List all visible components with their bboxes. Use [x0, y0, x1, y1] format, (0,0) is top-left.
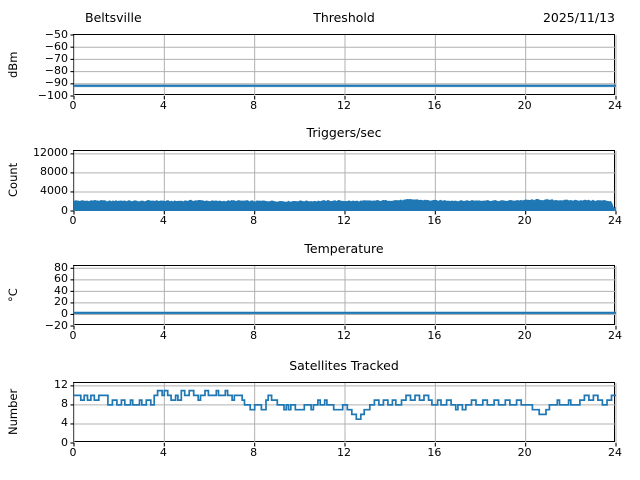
x-tick-label: 8	[250, 329, 258, 342]
y-tick-label: −60	[44, 39, 68, 53]
threshold-plot-area	[70, 34, 617, 100]
subplot-threshold-title: Threshold	[313, 10, 375, 25]
x-tick-label: 0	[69, 99, 77, 112]
x-tick-label: 20	[517, 329, 532, 342]
x-tick-label: 16	[427, 214, 442, 227]
x-tick-label: 4	[159, 214, 167, 227]
y-tick-label: −50	[44, 27, 68, 41]
x-tick-label: 4	[159, 446, 167, 459]
x-tick-label: 20	[517, 446, 532, 459]
triggers-chart	[70, 151, 617, 215]
x-tick-label: 8	[250, 214, 258, 227]
x-tick-label: 12	[337, 446, 351, 459]
date-label: 2025/11/13	[542, 10, 615, 25]
x-tick-label: 16	[427, 329, 442, 342]
y-tick-label: 0	[61, 435, 68, 449]
x-tick-label: 16	[427, 99, 442, 112]
satellites-plot-area	[70, 382, 617, 447]
threshold-chart	[70, 34, 617, 100]
x-tick-label: 4	[159, 329, 167, 342]
x-tick-label: 24	[608, 446, 622, 459]
subplot-temperature-title: Temperature	[304, 241, 384, 256]
y-tick-label: 8000	[40, 165, 68, 179]
x-tick-label: 12	[337, 329, 351, 342]
y-tick-label: −70	[44, 51, 68, 65]
y-tick-label: −90	[44, 76, 68, 90]
y-tick-label: −100	[37, 88, 68, 102]
y-tick-label: 8	[61, 397, 68, 411]
y-tick-label: 20	[54, 295, 68, 309]
x-tick-label: 24	[608, 214, 622, 227]
y-tick-label: 0	[61, 306, 68, 320]
x-tick-label: 20	[517, 214, 532, 227]
temperature-chart	[70, 266, 617, 330]
y-tick-label: 4000	[40, 184, 68, 198]
x-tick-label: 12	[337, 99, 351, 112]
x-tick-label: 0	[69, 329, 77, 342]
satellites-chart	[70, 383, 617, 447]
x-tick-label: 24	[608, 99, 622, 112]
subplot-triggers-title: Triggers/sec	[306, 125, 382, 140]
x-tick-label: 0	[69, 214, 77, 227]
y-tick-label: 40	[54, 283, 68, 297]
y-tick-label: 80	[54, 260, 68, 274]
triggers-plot-area	[70, 150, 617, 215]
y-tick-label: 12000	[33, 146, 68, 160]
y-tick-label: −20	[44, 318, 68, 332]
x-tick-label: 8	[250, 99, 258, 112]
temperature-plot-area	[70, 265, 617, 330]
y-tick-label: 12	[54, 378, 68, 392]
y-tick-label: 60	[54, 272, 68, 286]
y-tick-label: −80	[44, 64, 68, 78]
x-tick-label: 20	[517, 99, 532, 112]
x-tick-label: 12	[337, 214, 351, 227]
x-tick-label: 8	[250, 446, 258, 459]
y-tick-label: 0	[61, 203, 68, 217]
x-tick-label: 24	[608, 329, 622, 342]
x-tick-label: 0	[69, 446, 77, 459]
y-tick-label: 4	[61, 416, 68, 430]
x-tick-label: 16	[427, 446, 442, 459]
station-label: Beltsville	[85, 10, 142, 25]
x-tick-label: 4	[159, 99, 167, 112]
subplot-satellites-title: Satellites Tracked	[289, 358, 399, 373]
